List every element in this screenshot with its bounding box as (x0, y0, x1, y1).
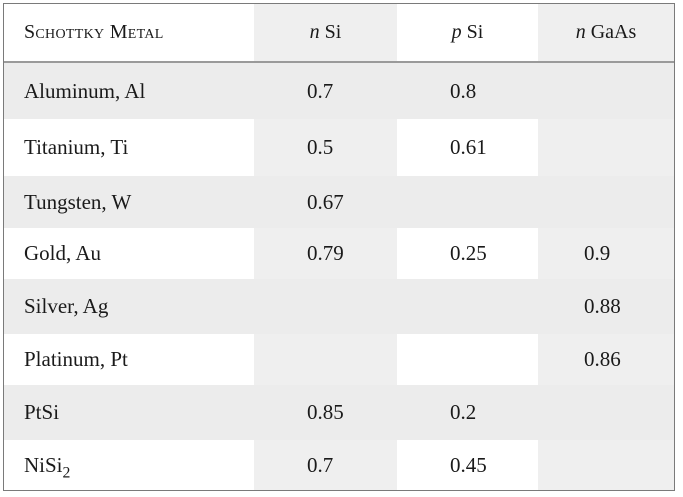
p-si-cell: 0.61 (450, 135, 487, 159)
n-gaas-cell: 0.9 (538, 228, 674, 279)
p-si-cell (397, 279, 538, 334)
table-row: Platinum, Pt 0.86 (4, 334, 674, 385)
metal-cell: PtSi (4, 385, 254, 440)
header-n-gaas: n GaAs (538, 4, 674, 63)
n-gaas-cell: 0.88 (538, 279, 674, 334)
metal-cell: Titanium, Ti (24, 135, 129, 159)
header-n-gaas-rest: GaAs (585, 21, 637, 43)
metal-cell: Platinum, Pt (24, 347, 128, 371)
metal-subscript: 2 (62, 464, 71, 481)
header-p-si: p Si (397, 4, 538, 63)
metal-cell: Silver, Ag (4, 279, 254, 334)
table-row: Titanium, Ti 0.5 0.61 (4, 119, 674, 176)
table-row: Silver, Ag 0.88 (4, 279, 674, 334)
n-si-cell: 0.5 (254, 119, 397, 176)
barrier-height-table-frame: Schottky Metal n Si p Si n GaAs Aluminum… (3, 3, 675, 491)
table-header: Schottky Metal n Si p Si n GaAs (4, 4, 674, 63)
table-row: Tungsten, W 0.67 (4, 176, 674, 228)
metal-cell: Gold, Au (24, 241, 102, 265)
table-row: Gold, Au 0.79 0.25 0.9 (4, 228, 674, 279)
n-gaas-cell (538, 62, 674, 119)
header-schottky-metal: Schottky Metal (4, 4, 254, 63)
metal-cell: NiSi2 (4, 440, 254, 490)
header-p-si-rest: Si (461, 21, 484, 43)
header-row: Schottky Metal n Si p Si n GaAs (4, 4, 674, 63)
table-row: NiSi2 0.7 0.45 (4, 440, 674, 490)
p-si-cell (397, 334, 538, 385)
n-si-cell: 0.85 (254, 385, 397, 440)
metal-name: NiSi (24, 452, 63, 477)
n-gaas-cell: 0.86 (538, 334, 674, 385)
n-si-cell (254, 334, 397, 385)
table-row: Aluminum, Al 0.7 0.8 (4, 62, 674, 119)
metal-cell: Aluminum, Al (4, 62, 254, 119)
header-n-si: n Si (254, 4, 397, 63)
header-n-si-italic: n (309, 21, 320, 43)
header-n-gaas-italic: n (575, 21, 586, 43)
barrier-height-table: Schottky Metal n Si p Si n GaAs Aluminum… (4, 4, 674, 490)
header-p-si-italic: p (451, 21, 462, 43)
n-gaas-cell (538, 119, 674, 176)
table-body: Aluminum, Al 0.7 0.8 Titanium, Ti 0.5 0.… (4, 62, 674, 490)
p-si-cell (397, 176, 538, 228)
n-gaas-cell (538, 385, 674, 440)
n-gaas-cell (538, 440, 674, 490)
metal-cell: Tungsten, W (4, 176, 254, 228)
p-si-cell: 0.45 (450, 452, 487, 477)
header-n-si-rest: Si (319, 21, 342, 43)
n-si-cell: 0.7 (254, 440, 397, 490)
n-si-cell: 0.79 (254, 228, 397, 279)
p-si-cell: 0.2 (397, 385, 538, 440)
p-si-cell: 0.25 (450, 241, 487, 265)
n-si-cell: 0.67 (254, 176, 397, 228)
p-si-cell: 0.8 (397, 62, 538, 119)
n-si-cell: 0.7 (254, 62, 397, 119)
table-row: PtSi 0.85 0.2 (4, 385, 674, 440)
n-si-cell (254, 279, 397, 334)
n-gaas-cell (538, 176, 674, 228)
